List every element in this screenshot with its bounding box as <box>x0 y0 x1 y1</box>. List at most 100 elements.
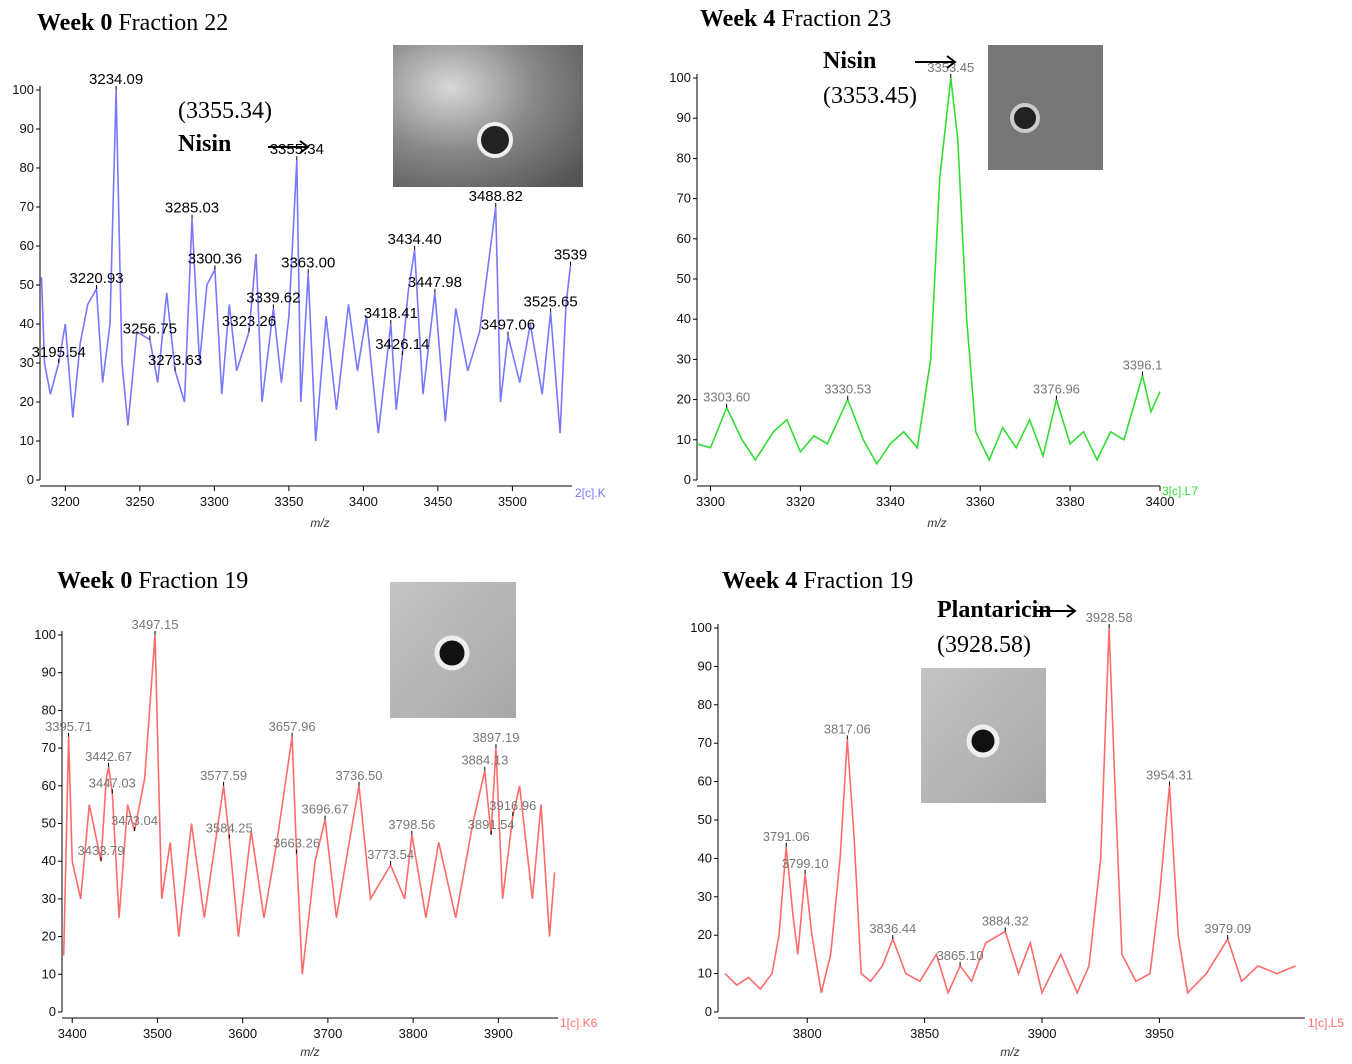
x-axis-label: m/z <box>1000 1045 1019 1059</box>
peak-label: 3798.56 <box>388 817 435 832</box>
peak-label: 3497.15 <box>132 617 179 632</box>
y-tick-label: 0 <box>684 472 691 487</box>
title-bold: Week 0 <box>57 568 132 594</box>
peak-label: 3395.71 <box>45 719 92 734</box>
y-tick-label: 40 <box>20 316 34 331</box>
peak-label: 3897.19 <box>472 730 519 745</box>
y-tick-label: 90 <box>698 658 712 673</box>
peak-label: 3884.13 <box>461 753 508 768</box>
annotation-value: (3353.45) <box>823 83 917 109</box>
y-tick-label: 70 <box>20 199 34 214</box>
annotation-arrow <box>915 55 957 69</box>
peak-label: 3916.96 <box>489 798 536 813</box>
x-tick-label: 3500 <box>498 494 527 509</box>
y-tick-label: 0 <box>49 1004 56 1019</box>
peak-label: 3434.40 <box>388 231 442 248</box>
x-tick-label: 3300 <box>200 494 229 509</box>
peak-label: 3447.98 <box>408 274 462 291</box>
y-tick-label: 90 <box>20 121 34 136</box>
x-tick-label: 3340 <box>876 494 905 509</box>
y-tick-label: 40 <box>677 311 691 326</box>
peak-label: 3285.03 <box>165 200 219 217</box>
annotation-value: (3928.58) <box>937 632 1031 658</box>
y-tick-label: 20 <box>20 394 34 409</box>
peak-label: 3954.31 <box>1146 767 1193 782</box>
x-tick-label: 3900 <box>1028 1026 1057 1041</box>
x-tick-label: 3500 <box>143 1026 172 1041</box>
y-tick-label: 70 <box>42 740 56 755</box>
x-tick-label: 3380 <box>1056 494 1085 509</box>
y-tick-label: 70 <box>698 735 712 750</box>
y-tick-label: 80 <box>677 150 691 165</box>
peak-label: 3696.67 <box>302 802 349 817</box>
peak-label: 3657.96 <box>269 719 316 734</box>
y-tick-label: 30 <box>20 355 34 370</box>
panel-title: Week 4 Fraction 23 <box>700 6 891 32</box>
annotation-arrow <box>268 140 310 154</box>
panel-title: Week 4 Fraction 19 <box>722 568 913 594</box>
spectrum-line <box>40 89 572 442</box>
peak-label: 3539 <box>554 247 587 264</box>
peak-label: 3426.14 <box>375 336 429 353</box>
y-tick-label: 0 <box>705 1004 712 1019</box>
peak-label: 3234.09 <box>89 71 143 88</box>
annotation-arrow <box>1035 604 1077 618</box>
y-tick-label: 80 <box>698 697 712 712</box>
spectrum-line <box>62 634 556 975</box>
peak-label: 3979.09 <box>1204 921 1251 936</box>
peak-label: 3256.75 <box>123 321 177 338</box>
peak-label: 3376.96 <box>1033 382 1080 397</box>
y-tick-label: 70 <box>677 191 691 206</box>
y-tick-label: 80 <box>20 160 34 175</box>
channel-label: 2[c].K <box>575 486 606 500</box>
peak-label: 3884.32 <box>982 913 1029 928</box>
peak-label: 3799.10 <box>782 856 829 871</box>
y-tick-label: 100 <box>690 620 712 635</box>
peak-label: 3525.65 <box>523 293 577 310</box>
peak-label: 3817.06 <box>824 721 871 736</box>
title-text: Fraction 19 <box>803 568 913 594</box>
peak-label: 3442.67 <box>85 749 132 764</box>
peak-label: 3273.63 <box>148 352 202 369</box>
x-tick-label: 3400 <box>58 1026 87 1041</box>
title-bold: Week 0 <box>37 10 112 36</box>
title-bold: Week 4 <box>700 6 775 32</box>
x-tick-label: 3300 <box>696 494 725 509</box>
y-tick-label: 10 <box>42 966 56 981</box>
peak-label: 3473.04 <box>111 813 158 828</box>
peak-label: 3363.00 <box>281 254 335 271</box>
peak-label: 3928.58 <box>1086 610 1133 625</box>
peak-label: 3865.10 <box>937 948 984 963</box>
y-tick-label: 60 <box>698 774 712 789</box>
y-tick-label: 50 <box>677 271 691 286</box>
x-tick-label: 3360 <box>966 494 995 509</box>
y-tick-label: 30 <box>42 891 56 906</box>
y-tick-label: 90 <box>677 110 691 125</box>
peak-label: 3418.41 <box>364 305 418 322</box>
peak-label: 3836.44 <box>869 921 916 936</box>
peak-label: 3891.54 <box>468 817 515 832</box>
panel-title: Week 0 Fraction 22 <box>37 10 228 36</box>
title-bold: Week 4 <box>722 568 797 594</box>
channel-label: 3[c].L7 <box>1162 484 1198 498</box>
y-tick-label: 50 <box>20 277 34 292</box>
peak-label: 3791.06 <box>763 829 810 844</box>
annotation-value: (3355.34) <box>178 98 272 124</box>
x-tick-label: 3700 <box>313 1026 342 1041</box>
x-tick-label: 3800 <box>399 1026 428 1041</box>
peak-label: 3195.54 <box>32 344 86 361</box>
y-tick-label: 100 <box>669 70 691 85</box>
x-tick-label: 3450 <box>423 494 452 509</box>
x-tick-label: 3600 <box>228 1026 257 1041</box>
y-tick-label: 60 <box>42 778 56 793</box>
inset-photo <box>390 45 1103 803</box>
peak-label: 3663.26 <box>273 836 320 851</box>
x-tick-label: 3800 <box>793 1026 822 1041</box>
peak-label: 3355.34 <box>270 141 324 158</box>
peak-label: 3323.26 <box>222 313 276 330</box>
x-tick-label: 3400 <box>349 494 378 509</box>
y-tick-label: 80 <box>42 702 56 717</box>
spectrum-line <box>724 627 1296 996</box>
peak-label: 3303.60 <box>703 390 750 405</box>
peak-label: 3353.45 <box>927 60 974 75</box>
